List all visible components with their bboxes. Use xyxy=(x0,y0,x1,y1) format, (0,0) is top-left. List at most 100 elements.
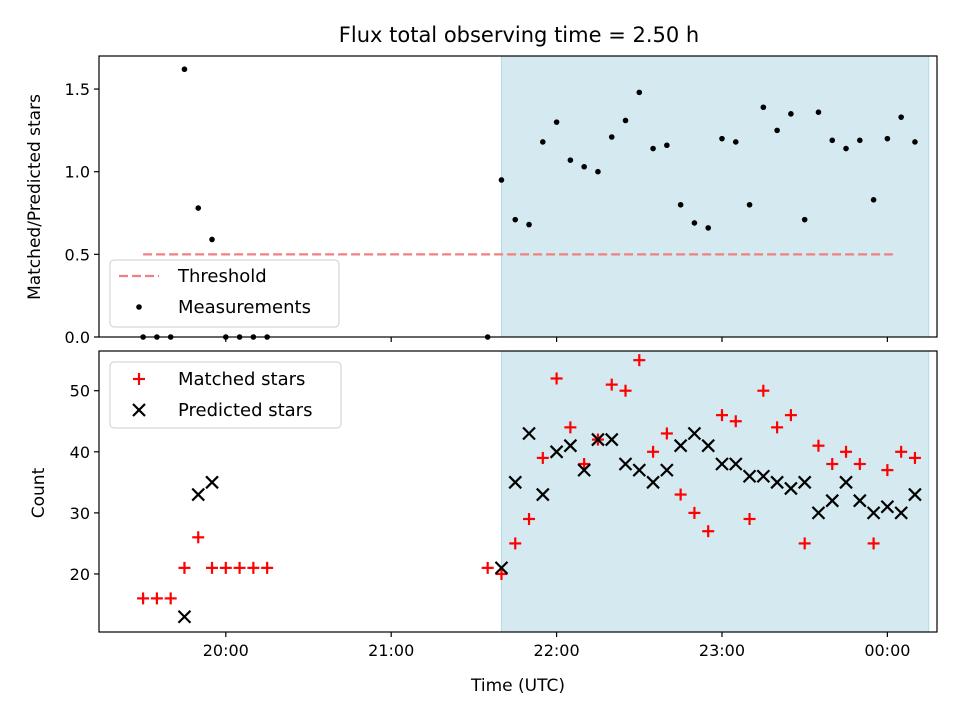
top-legend: Threshold Measurements xyxy=(109,259,340,328)
data-point xyxy=(701,438,715,453)
data-point xyxy=(608,134,615,140)
data-point xyxy=(691,220,698,226)
data-point xyxy=(788,111,794,117)
legend-label-threshold: Threshold xyxy=(177,266,267,287)
legend-swatch-measurements xyxy=(136,304,142,310)
data-point xyxy=(853,458,866,471)
data-point xyxy=(843,145,849,152)
y-tick-label: 0.5 xyxy=(65,245,90,264)
data-point xyxy=(137,592,150,605)
data-point xyxy=(647,445,660,458)
data-point xyxy=(536,487,550,502)
data-point xyxy=(784,409,797,422)
x-tick-label: 21:00 xyxy=(368,641,414,660)
legend-swatch-matched xyxy=(133,373,145,385)
data-point xyxy=(164,592,177,605)
data-point xyxy=(577,463,591,477)
data-point xyxy=(719,135,725,142)
data-point xyxy=(674,488,687,501)
data-point xyxy=(591,432,605,447)
y-tick-label: 40 xyxy=(70,443,90,462)
data-point xyxy=(522,426,536,441)
data-point xyxy=(895,445,908,458)
y-tick-label: 20 xyxy=(70,565,90,584)
data-point xyxy=(632,463,647,477)
data-point xyxy=(812,439,825,452)
data-point xyxy=(509,537,522,550)
data-point xyxy=(742,469,757,484)
chart-title: Flux total observing time = 2.50 h xyxy=(339,23,699,47)
data-point xyxy=(880,499,895,514)
data-point xyxy=(784,481,798,496)
data-point xyxy=(581,163,587,170)
data-point xyxy=(191,487,206,502)
data-point xyxy=(756,469,771,484)
data-point xyxy=(908,487,922,502)
data-point xyxy=(840,445,853,458)
data-point xyxy=(811,506,826,520)
data-point xyxy=(673,438,688,453)
data-point xyxy=(549,445,564,459)
data-point xyxy=(715,409,728,422)
data-point xyxy=(247,561,260,574)
data-point xyxy=(550,372,563,385)
data-point xyxy=(687,426,702,441)
data-point xyxy=(578,458,591,471)
data-point xyxy=(702,525,715,538)
data-point xyxy=(205,475,219,490)
data-point xyxy=(853,493,867,508)
data-point xyxy=(650,145,656,152)
x-axis-label: Time (UTC) xyxy=(470,676,565,696)
data-point xyxy=(797,475,812,490)
data-point xyxy=(618,457,633,471)
data-point xyxy=(526,221,532,228)
data-point xyxy=(192,531,205,544)
data-point xyxy=(181,66,188,73)
data-point xyxy=(604,432,619,447)
observing-span xyxy=(500,350,930,633)
data-point xyxy=(195,205,202,211)
data-point xyxy=(481,561,494,574)
data-point xyxy=(563,438,578,453)
x-tick-label: 00:00 xyxy=(864,641,910,660)
data-point xyxy=(801,216,808,223)
data-point xyxy=(512,216,519,223)
bottom-y-axis-label: Count xyxy=(29,467,49,518)
data-point xyxy=(636,89,643,96)
data-point xyxy=(209,236,215,243)
plot-frame xyxy=(98,55,938,338)
x-tick-label: 20:00 xyxy=(203,641,249,660)
y-tick-label: 50 xyxy=(70,382,90,401)
data-point xyxy=(495,567,508,580)
data-point xyxy=(705,225,712,231)
data-point xyxy=(498,177,505,183)
data-point xyxy=(150,592,163,605)
y-tick-label: 0.0 xyxy=(65,328,90,347)
data-point xyxy=(815,109,822,115)
data-point xyxy=(729,415,742,428)
legend-box xyxy=(109,361,342,429)
top-panel: 0.0 0.5 1.0 1.5 Threshold Measurements xyxy=(65,55,938,347)
data-point xyxy=(826,458,839,471)
series-matched-stars xyxy=(137,354,921,605)
data-point xyxy=(595,168,601,175)
data-point xyxy=(564,421,577,434)
data-point xyxy=(867,537,880,550)
data-point xyxy=(622,117,629,124)
data-point xyxy=(728,457,743,471)
plot-frame xyxy=(98,350,938,633)
data-point xyxy=(177,609,192,624)
bottom-legend: Matched stars Predicted stars xyxy=(109,361,342,429)
data-point xyxy=(760,104,767,111)
data-point xyxy=(715,457,729,471)
legend-swatch-predicted xyxy=(132,403,146,417)
data-point xyxy=(732,139,739,145)
data-point xyxy=(757,384,770,397)
data-point xyxy=(633,354,646,367)
data-point xyxy=(206,561,219,574)
legend-label-predicted: Predicted stars xyxy=(178,400,312,421)
legend-label-measurements: Measurements xyxy=(178,297,311,318)
data-point xyxy=(494,561,509,575)
y-tick-label: 30 xyxy=(70,504,90,523)
